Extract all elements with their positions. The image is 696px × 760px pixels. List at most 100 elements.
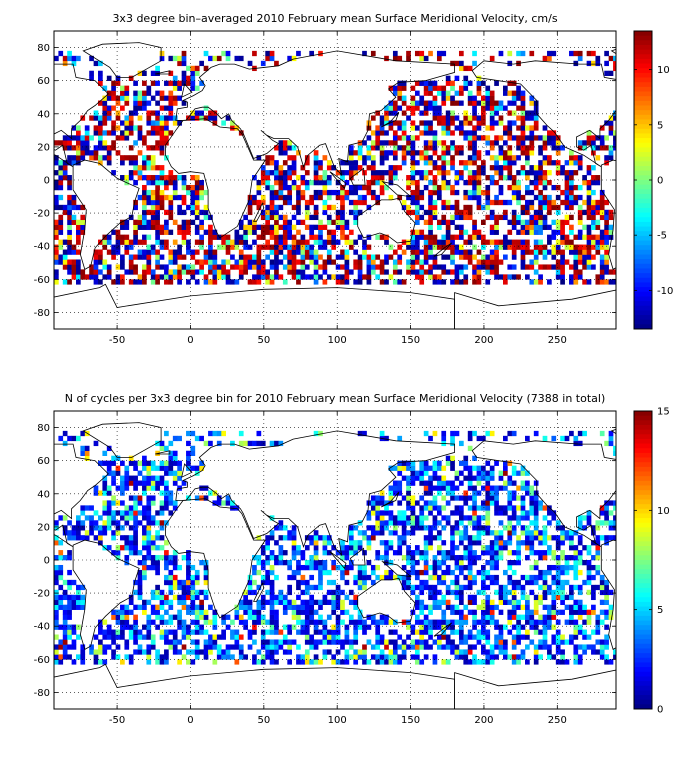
bin-cell	[397, 485, 403, 491]
bin-cell	[463, 160, 469, 166]
bin-cell	[67, 214, 72, 221]
bin-cell	[542, 639, 548, 645]
bin-cell	[423, 110, 429, 116]
bin-cell	[142, 239, 147, 245]
bin-cell	[133, 649, 138, 655]
bin-cell	[511, 470, 517, 476]
bin-cell	[67, 199, 72, 206]
bin-cell	[542, 204, 548, 211]
bin-cell	[172, 184, 178, 191]
bin-cell	[159, 505, 165, 511]
bin-cell	[199, 209, 204, 216]
bin-cell	[98, 644, 103, 650]
bin-cell	[454, 589, 460, 596]
bin-cell	[406, 619, 411, 625]
bin-cell	[62, 609, 68, 615]
bin-cell	[256, 599, 262, 605]
bin-cell	[591, 564, 596, 571]
bin-cell	[111, 95, 116, 101]
bin-cell	[507, 165, 513, 171]
bin-cell	[428, 505, 433, 511]
bin-cell	[613, 505, 616, 511]
bin-cell	[181, 264, 187, 270]
bin-cell	[120, 619, 125, 625]
bin-cell	[238, 599, 244, 605]
bin-cell	[221, 649, 226, 655]
bin-cell	[194, 654, 200, 660]
bin-cell	[525, 485, 530, 491]
bin-cell	[450, 490, 455, 496]
bin-cell	[555, 540, 561, 546]
bin-cell	[357, 609, 363, 615]
bin-cell	[379, 259, 385, 265]
bin-cell	[155, 609, 160, 615]
bin-cell	[274, 189, 279, 196]
bin-cell	[58, 639, 64, 645]
bin-cell	[76, 520, 81, 526]
bin-cell	[322, 649, 328, 655]
bin-cell	[503, 654, 508, 660]
bin-cell	[340, 540, 345, 546]
bin-cell	[516, 579, 521, 586]
bin-cell	[379, 160, 385, 166]
bin-cell	[98, 135, 103, 141]
bin-cell	[533, 535, 539, 541]
bin-cell	[102, 619, 108, 625]
bin-cell	[516, 634, 521, 640]
bin-cell	[498, 520, 504, 526]
bin-cell	[282, 525, 288, 531]
colorbar-step	[634, 72, 652, 78]
bin-cell	[194, 199, 200, 206]
bin-cell	[80, 654, 86, 660]
bin-cell	[128, 540, 134, 546]
bin-cell	[551, 589, 557, 596]
bin-cell	[150, 249, 156, 255]
bin-cell	[481, 599, 486, 605]
bin-cell	[221, 244, 226, 250]
bin-cell	[133, 125, 138, 131]
bin-cell	[498, 175, 504, 181]
bin-cell	[555, 649, 561, 655]
bin-cell	[472, 510, 477, 516]
bin-cell	[432, 639, 438, 645]
bin-cell	[428, 264, 433, 270]
bin-cell	[533, 490, 539, 496]
bin-cell	[150, 194, 156, 201]
bin-cell	[577, 609, 583, 615]
bin-cell	[265, 599, 270, 605]
bin-cell	[436, 115, 442, 121]
bin-cell	[203, 254, 209, 260]
bin-cell	[146, 120, 152, 126]
bin-cell	[76, 515, 81, 521]
bin-cell	[520, 540, 526, 546]
bin-cell	[102, 130, 108, 136]
bin-cell	[304, 564, 310, 571]
bin-cell	[62, 530, 68, 536]
bin-cell	[551, 50, 557, 57]
bin-cell	[392, 120, 398, 126]
bin-cell	[252, 229, 257, 235]
bin-cell	[304, 264, 310, 270]
bin-cell	[538, 180, 543, 186]
bin-cell	[181, 254, 187, 260]
bin-cell	[164, 130, 169, 136]
bin-cell	[225, 269, 231, 275]
bin-cell	[274, 244, 279, 250]
bin-cell	[362, 50, 367, 57]
bin-cell	[555, 244, 561, 250]
bin-cell	[533, 175, 539, 181]
bin-cell	[489, 155, 495, 161]
bin-cell	[467, 659, 473, 665]
bin-cell	[392, 279, 398, 285]
bin-cell	[340, 564, 345, 571]
bin-cell	[384, 659, 389, 665]
bin-cell	[265, 55, 270, 62]
bin-cell	[564, 594, 570, 601]
bin-cell	[489, 465, 495, 471]
bin-cell	[76, 229, 81, 235]
bin-cell	[450, 184, 455, 191]
bin-cell	[155, 480, 160, 486]
bin-cell	[388, 520, 394, 526]
bin-cell	[538, 224, 543, 230]
bin-cell	[560, 530, 565, 536]
